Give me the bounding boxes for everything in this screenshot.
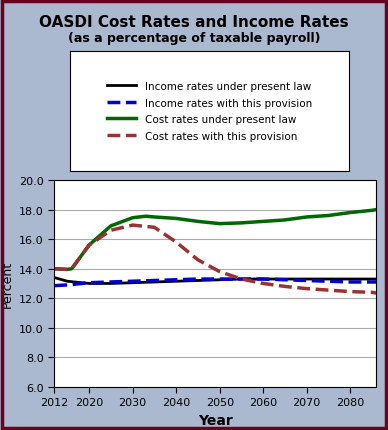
Y-axis label: Percent: Percent: [1, 260, 14, 307]
Text: (as a percentage of taxable payroll): (as a percentage of taxable payroll): [68, 32, 320, 45]
Legend: Income rates under present law, Income rates with this provision, Cost rates und: Income rates under present law, Income r…: [99, 74, 320, 150]
Text: OASDI Cost Rates and Income Rates: OASDI Cost Rates and Income Rates: [39, 15, 349, 30]
X-axis label: Year: Year: [198, 413, 233, 427]
